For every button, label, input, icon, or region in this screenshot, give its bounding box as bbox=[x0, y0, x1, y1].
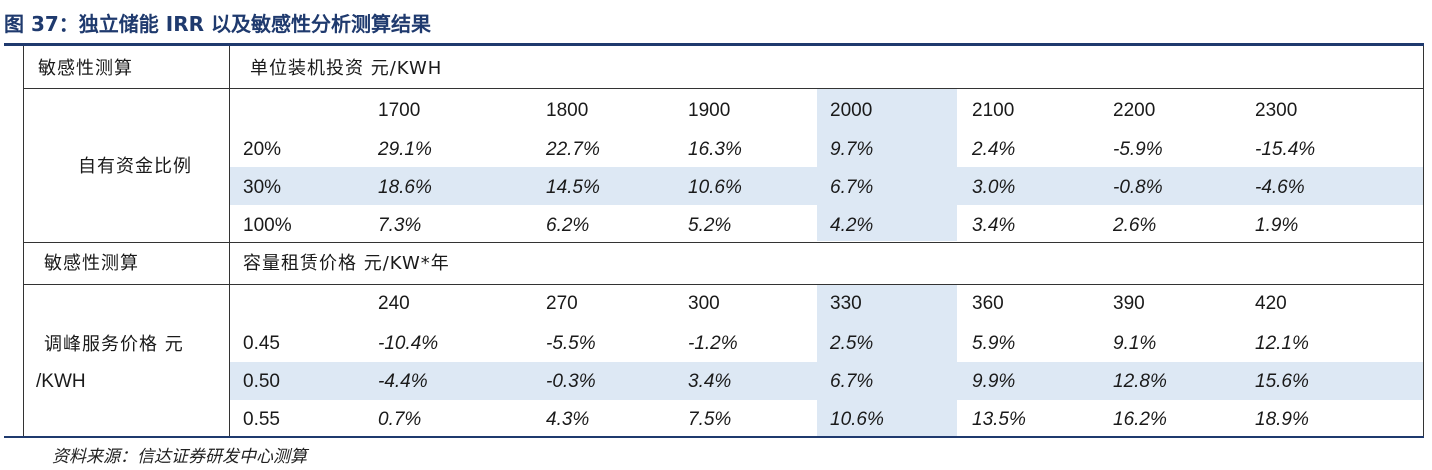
section1-header: 单位装机投资 元/KWH bbox=[250, 58, 443, 79]
s1-cell: 4.2% bbox=[830, 215, 874, 236]
s2-cell: 12.1% bbox=[1255, 333, 1309, 354]
s1-col-header: 2100 bbox=[972, 100, 1015, 121]
s1-cell: 7.3% bbox=[378, 215, 422, 236]
highlight-col-330 bbox=[817, 285, 957, 436]
s2-col-header: 360 bbox=[972, 293, 1004, 314]
s2-cell: 15.6% bbox=[1255, 371, 1309, 392]
s1-cell: 18.6% bbox=[378, 177, 432, 198]
s1-cell: -0.8% bbox=[1113, 177, 1163, 198]
figure-title: 图 37：独立储能 IRR 以及敏感性分析测算结果 bbox=[4, 12, 431, 36]
s1-cell: 29.1% bbox=[378, 139, 432, 160]
s2-col-header: 270 bbox=[546, 293, 578, 314]
s1-cell: 10.6% bbox=[688, 177, 742, 198]
rule bbox=[23, 88, 1424, 89]
s2-row-key: 0.45 bbox=[243, 333, 280, 354]
s2-col-header: 240 bbox=[378, 293, 410, 314]
s2-col-header: 420 bbox=[1255, 293, 1287, 314]
s2-col-header: 390 bbox=[1113, 293, 1145, 314]
s1-cell: 5.2% bbox=[688, 215, 732, 236]
s1-row-key: 30% bbox=[243, 177, 282, 198]
s2-cell: 18.9% bbox=[1255, 409, 1309, 430]
highlight-col-2000 bbox=[817, 89, 957, 241]
s2-cell: 9.9% bbox=[972, 371, 1016, 392]
s2-cell: 9.1% bbox=[1113, 333, 1157, 354]
s1-col-header: 2300 bbox=[1255, 100, 1298, 121]
s2-cell: -10.4% bbox=[378, 333, 439, 354]
s1-col-header: 1800 bbox=[546, 100, 589, 121]
rule bbox=[23, 284, 1424, 285]
s1-col-header: 1700 bbox=[378, 100, 421, 121]
s1-cell: 1.9% bbox=[1255, 215, 1299, 236]
table-frame bbox=[23, 46, 1424, 437]
s1-cell: -5.9% bbox=[1113, 139, 1163, 160]
section1-label: 敏感性测算 bbox=[38, 58, 133, 79]
s2-col-header: 330 bbox=[830, 293, 862, 314]
s2-cell: -5.5% bbox=[546, 333, 596, 354]
section1-row-label: 自有资金比例 bbox=[78, 156, 192, 177]
s1-row-key: 100% bbox=[243, 215, 292, 236]
s1-cell: 3.0% bbox=[972, 177, 1016, 198]
bottom-rule bbox=[4, 436, 1424, 438]
s2-cell: 10.6% bbox=[830, 409, 884, 430]
s2-cell: 5.9% bbox=[972, 333, 1016, 354]
s1-col-header: 1900 bbox=[688, 100, 731, 121]
section2-row-label-line1: 调峰服务价格 元 bbox=[44, 334, 184, 355]
s1-cell: 14.5% bbox=[546, 177, 600, 198]
s1-cell: 22.7% bbox=[546, 139, 600, 160]
s2-col-header: 300 bbox=[688, 293, 720, 314]
section2-header: 容量租赁价格 元/KW*年 bbox=[243, 253, 450, 274]
s1-cell: 16.3% bbox=[688, 139, 742, 160]
rule bbox=[23, 242, 1424, 243]
s1-col-header: 2200 bbox=[1113, 100, 1156, 121]
s1-col-header: 2000 bbox=[830, 100, 873, 121]
s2-cell: 0.7% bbox=[378, 409, 422, 430]
divider bbox=[229, 46, 230, 436]
s2-row-key: 0.50 bbox=[243, 371, 280, 392]
s2-cell: 7.5% bbox=[688, 409, 732, 430]
s2-cell: 2.5% bbox=[830, 333, 874, 354]
s2-cell: 6.7% bbox=[830, 371, 874, 392]
s1-cell: 2.4% bbox=[972, 139, 1016, 160]
s1-cell: -4.6% bbox=[1255, 177, 1305, 198]
s1-cell: 2.6% bbox=[1113, 215, 1157, 236]
s2-cell: -1.2% bbox=[688, 333, 738, 354]
s1-cell: -15.4% bbox=[1255, 139, 1316, 160]
s2-cell: 3.4% bbox=[688, 371, 732, 392]
s1-cell: 3.4% bbox=[972, 215, 1016, 236]
s2-cell: 4.3% bbox=[546, 409, 590, 430]
s2-row-key: 0.55 bbox=[243, 409, 280, 430]
s1-row-key: 20% bbox=[243, 139, 282, 160]
source-note: 资料来源：信达证券研发中心测算 bbox=[52, 447, 307, 467]
s1-cell: 6.7% bbox=[830, 177, 874, 198]
s2-cell: 13.5% bbox=[972, 409, 1026, 430]
s2-cell: -0.3% bbox=[546, 371, 596, 392]
section2-row-label-line2: /KWH bbox=[36, 371, 86, 392]
s2-cell: 12.8% bbox=[1113, 371, 1167, 392]
section2-label: 敏感性测算 bbox=[44, 253, 139, 274]
s2-cell: -4.4% bbox=[378, 371, 428, 392]
s2-cell: 16.2% bbox=[1113, 409, 1167, 430]
s1-cell: 6.2% bbox=[546, 215, 590, 236]
s1-cell: 9.7% bbox=[830, 139, 874, 160]
title-rule bbox=[4, 43, 1424, 46]
